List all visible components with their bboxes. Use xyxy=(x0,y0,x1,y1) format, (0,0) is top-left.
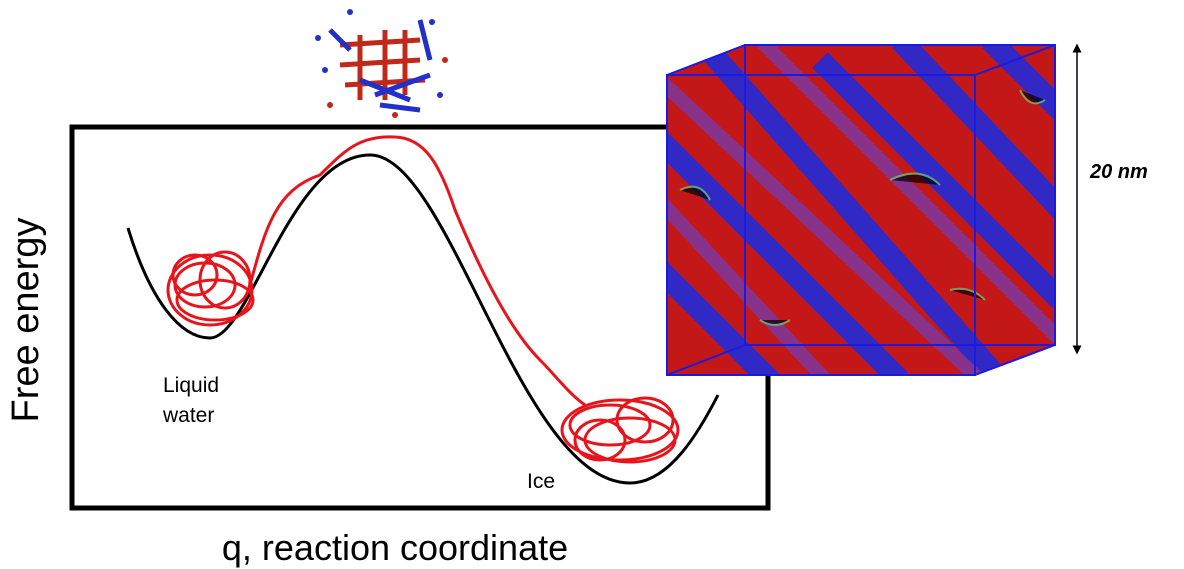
simulation-box xyxy=(640,40,1080,390)
state-label: Liquid xyxy=(163,374,219,397)
state-label: water xyxy=(162,404,214,427)
trajectory xyxy=(168,137,678,462)
molecule-cluster xyxy=(315,9,448,118)
diagram: 20 nm Free energy q, reaction coordinate… xyxy=(0,0,1184,569)
y-axis-label: Free energy xyxy=(5,218,47,423)
x-axis-label: q, reaction coordinate xyxy=(222,527,568,568)
state-label: Ice xyxy=(527,470,555,493)
scale-label: 20 nm xyxy=(1089,161,1148,183)
